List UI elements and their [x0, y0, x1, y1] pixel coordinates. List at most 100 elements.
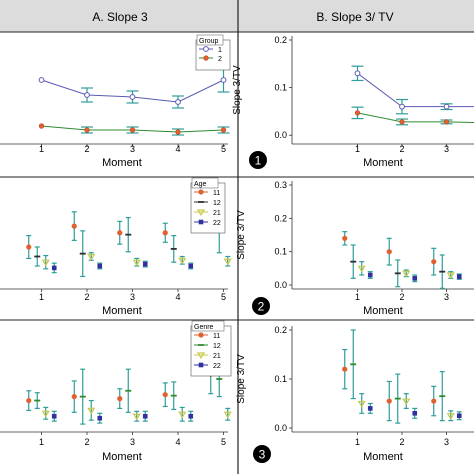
data-point: [443, 103, 450, 110]
data-point: [41, 410, 50, 418]
y-tick-label: 0.2: [274, 213, 287, 223]
y-tick-label: 0.2: [274, 325, 287, 335]
series-21: [357, 261, 455, 280]
data-point: [188, 413, 194, 419]
data-point: [87, 253, 96, 261]
data-point: [443, 119, 450, 125]
y-tick-label: 0.1: [274, 83, 287, 93]
legend: Group 1 2: [195, 34, 231, 71]
data-point: [142, 413, 148, 419]
series-11: [342, 231, 437, 276]
data-point: [132, 259, 141, 267]
data-point: [142, 261, 148, 267]
x-tick-label: 3: [444, 144, 449, 154]
legend-entry-label: 22: [213, 220, 221, 227]
data-point: [456, 274, 462, 279]
legend-swatch-marker: [198, 362, 204, 368]
header-right-title: B. Slope 3/ TV: [316, 10, 393, 24]
y-tick-label: 0.3: [274, 180, 287, 190]
legend-entry-label: 21: [213, 353, 221, 360]
data-point: [342, 366, 348, 372]
x-tick-label: 1: [39, 292, 44, 302]
x-axis-label: Moment: [102, 451, 142, 463]
data-point: [354, 110, 361, 116]
data-point: [41, 259, 50, 267]
legend-entry-label: 11: [213, 190, 220, 197]
data-point: [84, 127, 90, 133]
data-point: [178, 411, 187, 419]
data-point: [386, 249, 392, 255]
data-point: [431, 398, 437, 404]
legend-swatch-marker: [198, 219, 204, 225]
x-tick-label: 2: [399, 144, 404, 154]
legend-swatch-marker: [196, 209, 206, 217]
data-point: [38, 77, 45, 83]
data-point: [412, 411, 418, 416]
data-point: [357, 265, 366, 273]
data-point: [26, 244, 32, 250]
x-tick-label: 1: [355, 144, 360, 154]
series-line: [357, 72, 474, 108]
data-point: [51, 265, 57, 271]
x-axis-label: Moment: [363, 305, 403, 317]
data-point: [97, 263, 103, 269]
legend-swatch-marker: [203, 55, 209, 61]
data-point: [386, 398, 392, 404]
data-point: [402, 270, 411, 278]
legend-entry-label: 11: [213, 333, 220, 340]
y-axis-label: Slope 3/TV: [236, 354, 247, 404]
data-point: [367, 406, 373, 411]
x-axis-label: Moment: [102, 157, 142, 169]
data-point: [223, 411, 232, 419]
data-point: [132, 413, 141, 421]
legend-title-box: [191, 320, 225, 332]
x-tick-label: 3: [444, 292, 449, 302]
header-left-title: A. Slope 3: [92, 10, 148, 24]
data-point: [367, 272, 373, 278]
data-point: [84, 92, 90, 98]
x-axis-label: Moment: [102, 305, 142, 317]
data-point: [97, 415, 103, 421]
legend-swatch-marker: [203, 46, 209, 52]
series-12: [350, 244, 446, 289]
data-point: [117, 230, 123, 236]
series-21: [357, 393, 455, 422]
x-tick-label: 3: [130, 437, 135, 447]
series-11: [342, 349, 437, 422]
x-tick-label: 2: [399, 292, 404, 302]
x-tick-label: 1: [355, 292, 360, 302]
data-point: [129, 94, 136, 100]
legend-swatch-marker: [198, 189, 204, 195]
x-tick-label: 1: [39, 144, 44, 154]
series-22: [51, 410, 194, 424]
legend: Age 11 12 21 22: [190, 177, 226, 234]
x-tick-label: 4: [175, 144, 180, 154]
data-point: [399, 119, 405, 125]
x-tick-label: 4: [175, 292, 180, 302]
x-tick-label: 2: [399, 437, 404, 447]
data-point: [354, 70, 361, 77]
y-axis-label: Slope 3/TV: [232, 65, 243, 115]
data-point: [175, 99, 181, 105]
data-point: [412, 276, 418, 281]
legend-title: Genre: [194, 324, 214, 331]
data-point: [446, 272, 455, 280]
legend-title-box: [191, 177, 219, 189]
series-line: [357, 112, 474, 123]
data-point: [220, 77, 227, 83]
y-tick-label: 0.0: [274, 280, 287, 290]
series-22: [51, 260, 194, 274]
x-tick-label: 1: [355, 437, 360, 447]
data-point: [51, 413, 57, 419]
data-point: [456, 413, 462, 419]
series-12: [350, 329, 446, 424]
data-point: [178, 257, 187, 265]
legend-title: Group: [199, 38, 219, 45]
x-axis-label: Moment: [363, 451, 403, 463]
y-tick-label: 0.1: [274, 247, 287, 257]
x-tick-label: 2: [84, 292, 89, 302]
data-point: [71, 223, 77, 229]
